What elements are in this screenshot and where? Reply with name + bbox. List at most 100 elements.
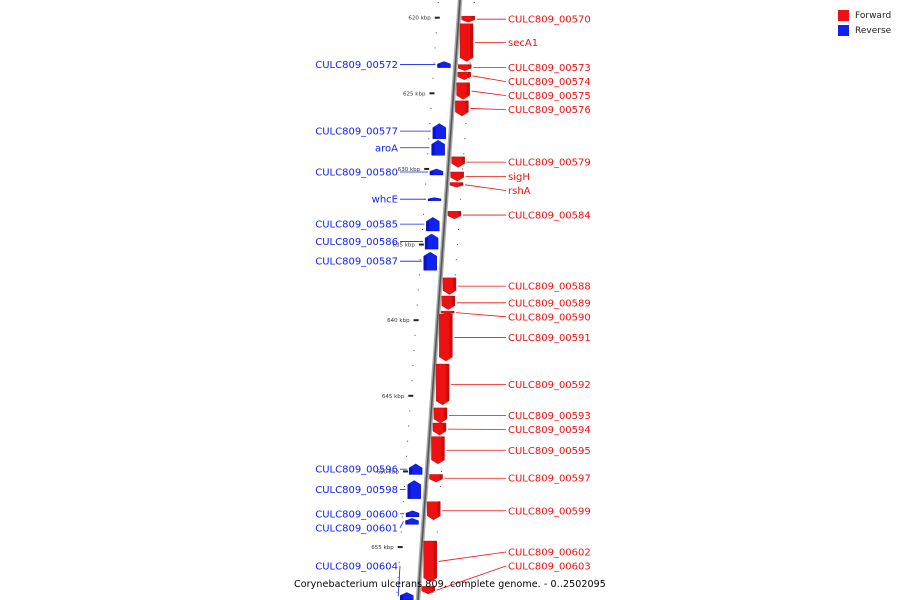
reverse-gene-label[interactable]: CULC809_00586 [315,237,398,248]
reverse-gene-label[interactable]: CULC809_00577 [315,127,398,138]
gene-leader-line [456,312,507,318]
forward-gene [449,182,464,188]
minor-tick [455,259,457,261]
minor-tick [406,455,408,457]
reverse-gene-label[interactable]: CULC809_00601 [315,523,398,534]
gene-arrow [424,233,439,250]
reverse-gene [432,123,447,139]
gene-shade [409,467,413,475]
reverse-gene-label[interactable]: CULC809_00587 [315,257,398,268]
gene-shade [460,171,464,178]
forward-gene-label[interactable]: CULC809_00576 [508,105,591,116]
forward-gene [457,71,471,80]
forward-gene-label[interactable]: CULC809_00588 [508,282,591,293]
gene-shade [470,23,474,58]
gene-arrow [400,592,414,600]
reverse-gene [424,233,439,250]
gene-shade [423,256,427,271]
reverse-gene [408,463,423,475]
reverse-gene-label[interactable]: CULC809_00572 [315,60,398,71]
forward-gene-label[interactable]: CULC809_00594 [508,425,591,436]
gene-arrow [423,540,437,583]
reverse-gene [437,61,451,68]
forward-gene-label[interactable]: CULC809_00595 [508,446,591,457]
minor-tick [440,470,442,472]
forward-gene-label[interactable]: sigH [508,172,530,183]
minor-tick [401,516,403,518]
gene-arrow [405,510,420,518]
gene-shade [461,156,465,164]
gene-shade [437,501,441,516]
gene-shade [446,364,450,401]
gene-arrow [447,211,462,220]
gene-arrow [455,100,469,117]
minor-tick [469,62,471,64]
forward-gene-label[interactable]: CULC809_00592 [508,380,591,391]
forward-gene [433,407,448,424]
gene-arrow [456,82,470,100]
gene-shade [452,277,456,291]
forward-gene-label[interactable]: CULC809_00574 [508,77,591,88]
reverse-gene-label[interactable]: CULC809_00585 [315,220,398,231]
scale-tick-label: 635 kbp [392,243,415,249]
reverse-gene-label[interactable]: CULC809_00596 [315,465,398,476]
minor-tick [421,228,423,230]
gene-shade [442,423,446,432]
forward-gene-label[interactable]: CULC809_00597 [508,474,591,485]
minor-tick [411,380,413,382]
forward-gene-label[interactable]: CULC809_00579 [508,158,591,169]
scale-tick-label: 625 kbp [403,91,426,97]
gene-arrow [451,156,465,168]
forward-gene-label[interactable]: CULC809_00589 [508,298,591,309]
gene-arrow [426,217,440,232]
gene-labels: CULC809_00570 secA1 CULC809_00573 CULC809_0… [315,15,591,597]
scale-tick-label: 650 kbp [377,469,400,475]
forward-gene-label[interactable]: CULC809_00593 [508,411,591,422]
forward-gene-label[interactable]: CULC809_00584 [508,211,591,222]
minor-tick [460,198,462,200]
forward-gene-label[interactable]: CULC809_00573 [508,63,591,74]
reverse-gene [427,197,442,201]
gene-shade [451,311,455,313]
gene-leader-line [472,75,507,82]
gene-arrow [441,295,456,310]
major-tick [429,92,435,95]
forward-gene-label[interactable]: CULC809_00602 [508,548,591,559]
forward-gene-label[interactable]: CULC809_00591 [508,333,591,344]
forward-gene-label[interactable]: CULC809_00570 [508,15,591,26]
reverse-gene-label[interactable]: CULC809_00600 [315,509,398,520]
gene-arrow [435,363,450,406]
reverse-gene [429,168,444,176]
gene-shade [443,407,447,420]
reverse-gene-label[interactable]: CULC809_00598 [315,485,398,496]
gene-arrow [432,123,447,139]
minor-tick [457,228,459,230]
gene-shade [466,82,470,96]
gene-arrow [431,436,445,465]
minor-tick [419,259,421,261]
forward-gene-label[interactable]: CULC809_00599 [508,506,591,517]
minor-tick [427,153,429,155]
forward-gene [456,82,470,100]
major-tick [413,319,419,322]
scale-ticks: 620 kbp 625 kbp 630 kbp 635 kbp 640 kbp 645 k… [371,2,475,593]
gene-features [400,15,475,600]
gene-leader-line [438,551,507,562]
forward-gene [459,23,474,62]
minor-tick [429,123,431,125]
reverse-gene-label[interactable]: CULC809_00580 [315,167,398,178]
gene-arrow [429,168,444,176]
gene-shade [431,586,435,591]
minor-tick [413,349,415,351]
reverse-gene-label[interactable]: aroA [375,143,398,154]
gene-arrow [457,71,471,80]
gene-shade [437,63,441,68]
reverse-gene-label[interactable]: CULC809_00604 [315,562,398,573]
reverse-gene-label[interactable]: whcE [372,195,398,206]
forward-gene-label[interactable]: secA1 [508,38,538,49]
forward-gene-label[interactable]: CULC809_00575 [508,91,591,102]
gene-arrow [408,463,423,475]
forward-gene-label[interactable]: CULC809_00590 [508,312,591,323]
forward-gene-label[interactable]: rshA [508,186,531,197]
forward-gene-label[interactable]: CULC809_00603 [508,562,591,573]
